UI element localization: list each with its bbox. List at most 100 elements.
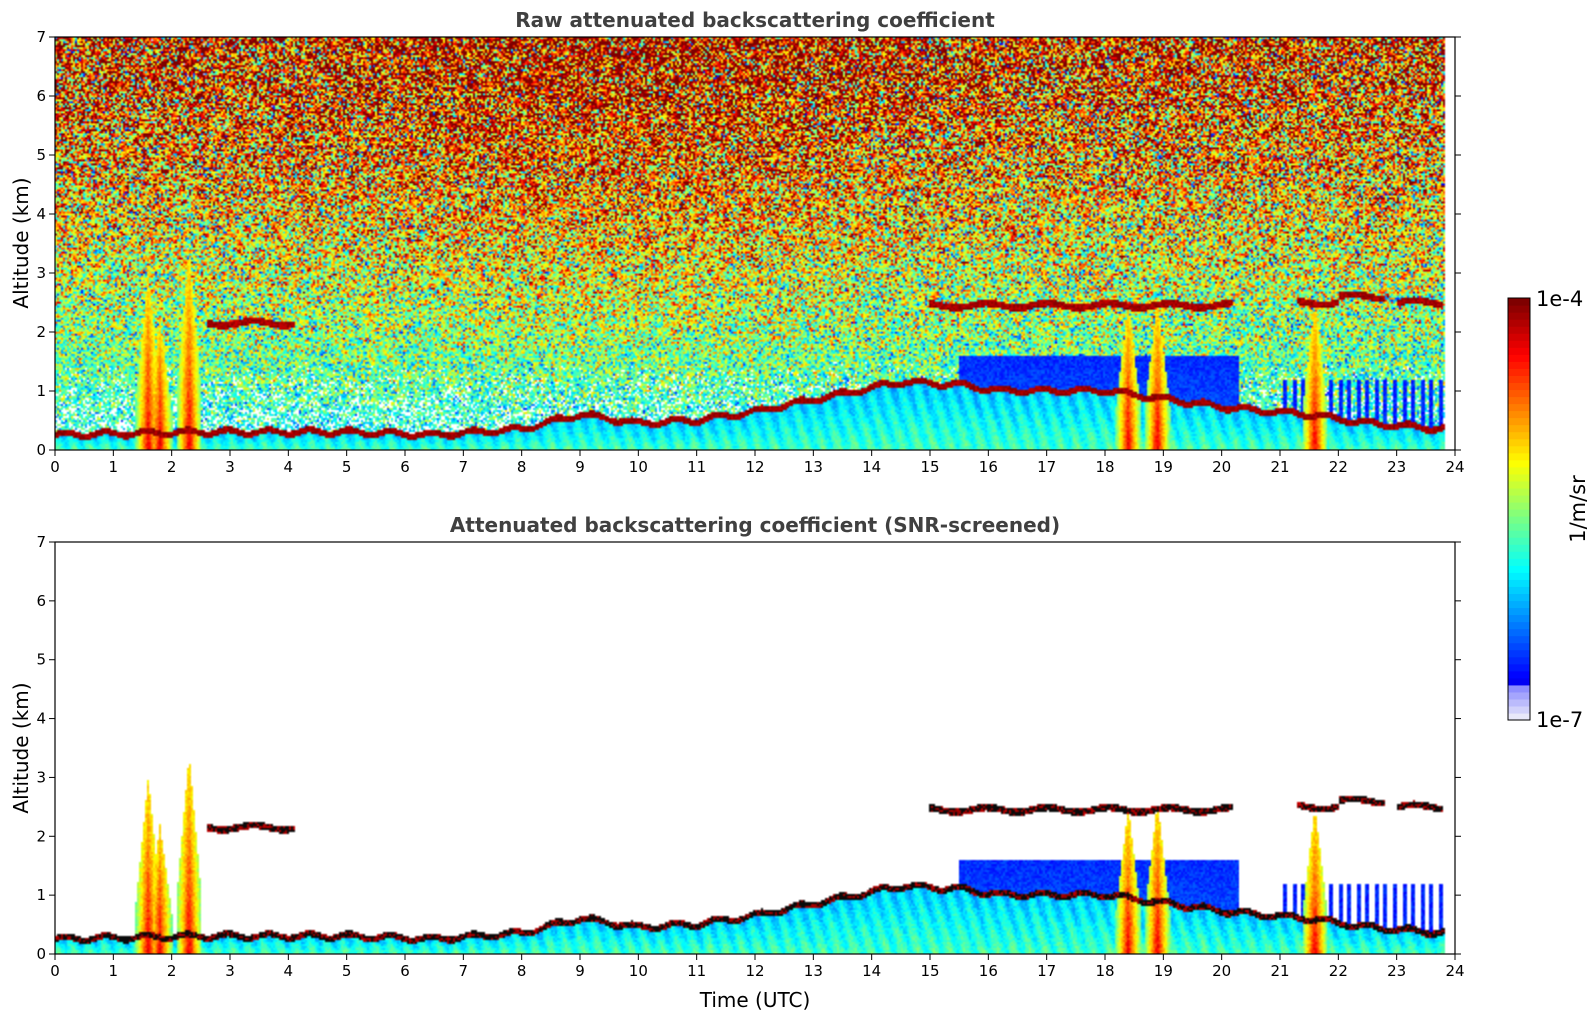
x-tick-label: 19 [1154,458,1173,476]
colorbar-min-label: 1e-7 [1536,708,1583,732]
colorbar-band [1508,333,1530,341]
raw-y-axis-label: Altitude (km) [9,177,33,308]
colorbar-band [1508,410,1530,419]
x-tick-label: 5 [342,962,352,980]
colorbar-band [1508,691,1530,700]
x-tick-label: 9 [575,962,585,980]
y-tick-label: 2 [36,827,46,845]
colorbar-band [1508,326,1530,334]
x-tick-label: 15 [920,458,939,476]
x-tick-label: 2 [167,962,177,980]
colorbar-band [1508,628,1530,637]
colorbar-max-label: 1e-4 [1536,287,1583,311]
colorbar-bands [1508,298,1530,721]
screened-panel-title: Attenuated backscattering coefficient (S… [450,513,1060,537]
screened-y-axis-label: Altitude (km) [9,682,33,813]
x-tick-label: 7 [459,962,469,980]
colorbar-band [1508,516,1530,524]
colorbar-band [1508,670,1530,679]
colorbar-band [1508,607,1530,616]
screened-axis-ticks: 0 1 2 3 4 5 6 7 8 9 10 11 12 13 14 15 16 17 18 19 20 21 22 23 24… [36,533,1464,980]
raw-backscatter-panel: Raw attenuated backscattering coefficien… [9,8,1465,476]
colorbar-band [1508,565,1530,573]
y-tick-label: 4 [36,710,46,728]
colorbar-band [1508,677,1530,686]
colorbar-band [1508,705,1530,714]
x-tick-label: 20 [1212,962,1231,980]
x-tick-label: 6 [400,458,410,476]
x-tick-label: 9 [575,458,585,476]
y-tick-label: 3 [36,768,46,786]
colorbar-band [1508,298,1530,306]
y-tick-label: 5 [36,651,46,669]
colorbar-band [1508,635,1530,644]
x-tick-label: 14 [862,962,881,980]
x-tick-label: 12 [745,962,764,980]
x-tick-label: 8 [517,458,527,476]
screened-backscatter-panel: Attenuated backscattering coefficient (S… [9,513,1465,1012]
x-tick-label: 23 [1387,962,1406,980]
colorbar-band [1508,361,1530,369]
x-axis-label: Time (UTC) [699,988,811,1012]
colorbar-band [1508,656,1530,665]
x-tick-label: 8 [517,962,527,980]
y-tick-label: 4 [36,205,46,223]
colorbar-unit-label: 1/m/sr [1566,475,1590,543]
raw-heatmap [55,37,1455,450]
x-tick-label: 19 [1154,962,1173,980]
colorbar-band [1508,663,1530,672]
colorbar-band [1508,452,1530,461]
y-tick-label: 1 [36,382,46,400]
colorbar-band [1508,445,1530,454]
colorbar-band [1508,368,1530,376]
y-tick-label: 7 [36,28,46,46]
x-tick-label: 15 [920,962,939,980]
colorbar-band [1508,305,1530,313]
x-tick-label: 21 [1270,458,1289,476]
y-tick-label: 0 [36,441,46,459]
y-tick-label: 0 [36,945,46,963]
x-tick-label: 0 [50,962,60,980]
x-tick-label: 18 [1095,458,1114,476]
colorbar-frame [1507,297,1531,721]
colorbar-band [1508,544,1530,552]
screened-heatmap [55,542,1455,954]
y-tick-label: 6 [36,87,46,105]
x-tick-label: 6 [400,962,410,980]
x-tick-label: 10 [629,962,648,980]
colorbar-band [1508,558,1530,566]
colorbar-band [1508,312,1530,320]
colorbar-band [1508,523,1530,531]
x-tick-label: 22 [1329,458,1348,476]
colorbar-band [1508,354,1530,362]
x-tick-label: 17 [1037,962,1056,980]
x-tick-label: 3 [225,962,235,980]
colorbar-band [1508,621,1530,630]
colorbar-band [1508,340,1530,348]
colorbar-band [1508,473,1530,482]
colorbar-band [1508,487,1530,496]
x-tick-label: 24 [1445,458,1464,476]
x-tick-label: 4 [284,962,294,980]
colorbar-band [1508,375,1530,383]
colorbar-band [1508,424,1530,433]
x-tick-label: 3 [225,458,235,476]
x-tick-label: 1 [109,458,119,476]
colorbar-band [1508,382,1530,391]
colorbar-band [1508,347,1530,355]
colorbar-band [1508,684,1530,693]
x-tick-label: 10 [629,458,648,476]
x-tick-label: 12 [745,458,764,476]
x-tick-label: 11 [687,962,706,980]
colorbar-band [1508,530,1530,538]
colorbar-band [1508,586,1530,594]
x-tick-label: 13 [804,962,823,980]
x-tick-label: 16 [979,458,998,476]
colorbar-band [1508,698,1530,707]
colorbar-band [1508,466,1530,475]
y-tick-label: 3 [36,264,46,282]
colorbar: 1e-4 1e-7 1/m/sr [1507,287,1590,732]
screened-heatmap-image [55,542,1455,954]
colorbar-band [1508,593,1530,602]
